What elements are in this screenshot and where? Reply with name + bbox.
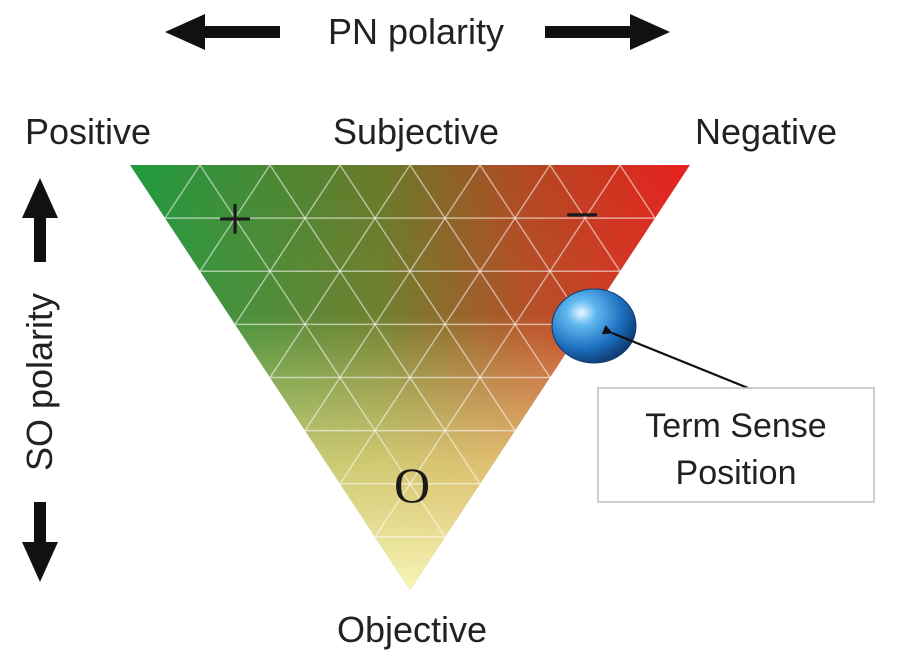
objective-label: Objective [337, 609, 487, 650]
positive-label: Positive [25, 111, 151, 152]
so-up-arrow-icon [22, 178, 58, 262]
callout-line-1: Term Sense [645, 407, 826, 445]
pn-polarity-axis: PN polarity [165, 11, 670, 52]
term-sense-callout: Term Sense Position [598, 388, 874, 502]
objective-mark: O [394, 457, 430, 513]
pn-left-arrow-icon [165, 14, 280, 50]
positive-mark: + [217, 183, 253, 254]
pn-right-arrow-icon [545, 14, 670, 50]
callout-pointer-line [612, 333, 748, 388]
term-sense-ball-icon [552, 289, 636, 363]
pn-polarity-label: PN polarity [328, 11, 504, 52]
negative-label: Negative [695, 111, 837, 152]
so-polarity-axis: SO polarity [19, 178, 60, 582]
polarity-triangle [130, 165, 690, 590]
so-down-arrow-icon [22, 502, 58, 582]
callout-line-2: Position [676, 454, 797, 492]
negative-mark: − [564, 179, 600, 250]
subjective-label: Subjective [333, 111, 499, 152]
so-polarity-label: SO polarity [19, 293, 60, 471]
